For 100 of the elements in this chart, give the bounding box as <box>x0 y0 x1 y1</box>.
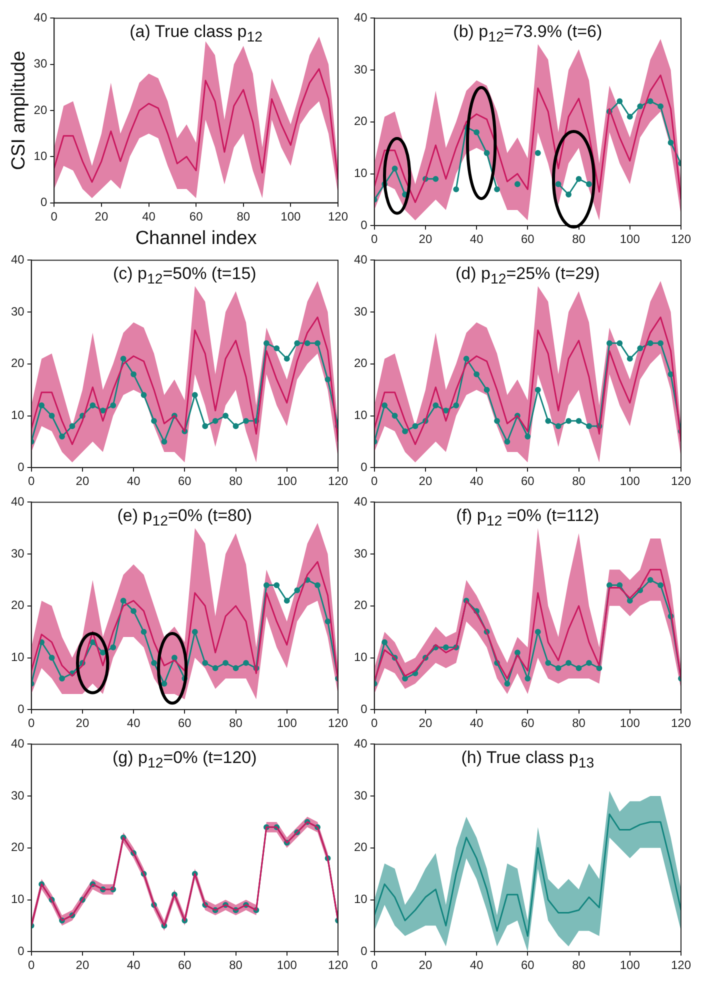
y-tick-label: 20 <box>10 356 25 370</box>
x-tick-label: 60 <box>520 716 535 730</box>
y-tick-label: 0 <box>360 460 368 474</box>
x-tick-label: 20 <box>418 716 432 730</box>
x-tick-label: 60 <box>189 209 204 224</box>
x-tick-label: 120 <box>328 716 348 730</box>
y-tick-label: 30 <box>10 304 25 318</box>
y-tick-label: 30 <box>34 56 48 71</box>
x-axis-title: Channel index <box>135 228 258 249</box>
y-tick-label: 40 <box>10 252 25 267</box>
x-tick-label: 80 <box>572 716 586 730</box>
y-tick-label: 0 <box>40 195 48 210</box>
x-tick-label: 60 <box>178 958 192 972</box>
y-tick-label: 40 <box>10 736 25 751</box>
x-tick-label: 80 <box>236 209 250 224</box>
x-tick-label: 120 <box>328 474 348 488</box>
x-tick-label: 80 <box>572 232 586 246</box>
x-tick-label: 40 <box>126 958 141 972</box>
y-tick-label: 10 <box>10 408 25 422</box>
x-tick-label: 40 <box>126 474 141 488</box>
x-tick-label: 120 <box>670 474 692 488</box>
x-tick-label: 60 <box>178 716 192 730</box>
y-tick-label: 0 <box>18 460 25 474</box>
y-tick-label: 20 <box>354 356 368 370</box>
y-tick-label: 30 <box>354 62 368 76</box>
chart-title: (d) p$_{12}$=25% (t=29) <box>454 264 601 288</box>
y-tick-label: 20 <box>354 840 368 854</box>
y-tick-label: 20 <box>354 598 368 612</box>
x-tick-label: 40 <box>470 474 484 488</box>
y-tick-label: 40 <box>354 736 368 751</box>
x-tick-label: 20 <box>418 232 432 246</box>
x-tick-label: 20 <box>76 716 90 730</box>
chart-title: (h) True class p$_{13}$ <box>460 748 596 772</box>
y-tick-label: 10 <box>34 148 48 163</box>
x-tick-label: 40 <box>126 716 141 730</box>
y-axis-title: CSI amplitude <box>8 50 30 170</box>
x-tick-label: 100 <box>276 958 298 972</box>
y-tick-label: 10 <box>354 166 368 180</box>
chart-title: (g) p$_{12}$=0% (t=120) <box>112 748 258 772</box>
x-tick-label: 0 <box>371 958 378 972</box>
x-tick-label: 120 <box>328 958 348 972</box>
y-tick-label: 10 <box>354 892 368 906</box>
y-tick-label: 30 <box>354 788 368 802</box>
y-tick-label: 20 <box>10 598 25 612</box>
x-tick-label: 80 <box>572 958 586 972</box>
x-tick-label: 100 <box>620 958 640 972</box>
x-tick-label: 100 <box>620 232 640 246</box>
y-tick-label: 30 <box>354 304 368 318</box>
y-tick-label: 0 <box>18 702 25 716</box>
y-tick-label: 10 <box>10 892 25 906</box>
x-tick-label: 0 <box>50 209 58 224</box>
y-tick-label: 30 <box>10 546 25 560</box>
x-tick-label: 120 <box>670 716 692 730</box>
x-tick-label: 100 <box>276 474 298 488</box>
y-tick-label: 40 <box>10 494 25 509</box>
y-tick-label: 40 <box>354 252 368 267</box>
x-tick-label: 40 <box>470 958 484 972</box>
x-tick-label: 40 <box>142 209 156 224</box>
x-tick-label: 80 <box>229 958 243 972</box>
chart-title: (a) True class p$_{12}$ <box>128 22 264 46</box>
y-tick-label: 10 <box>354 408 368 422</box>
y-tick-label: 10 <box>354 650 368 664</box>
x-tick-label: 120 <box>328 209 348 224</box>
x-tick-label: 80 <box>229 474 243 488</box>
x-tick-label: 0 <box>371 474 378 488</box>
y-tick-label: 0 <box>18 944 25 958</box>
y-tick-label: 40 <box>354 10 368 25</box>
x-tick-label: 0 <box>371 232 378 246</box>
x-tick-label: 100 <box>276 716 298 730</box>
x-tick-label: 120 <box>670 232 692 246</box>
x-tick-label: 120 <box>670 958 692 972</box>
y-tick-label: 40 <box>354 494 368 509</box>
x-tick-label: 60 <box>520 958 535 972</box>
chart-title: (e) p$_{12}$=0% (t=80) <box>116 506 254 530</box>
y-tick-label: 0 <box>360 702 368 716</box>
x-tick-label: 80 <box>572 474 586 488</box>
x-tick-label: 60 <box>520 232 535 246</box>
x-tick-label: 40 <box>470 716 484 730</box>
y-tick-label: 30 <box>354 546 368 560</box>
y-tick-label: 0 <box>360 944 368 958</box>
x-tick-label: 20 <box>418 474 432 488</box>
x-tick-label: 0 <box>371 716 378 730</box>
y-tick-label: 30 <box>10 788 25 802</box>
x-tick-label: 20 <box>76 474 90 488</box>
x-tick-label: 40 <box>470 232 484 246</box>
x-tick-label: 20 <box>76 958 90 972</box>
chart-title: (b) p$_{12}$=73.9% (t=6) <box>452 22 604 46</box>
y-tick-label: 20 <box>34 102 48 117</box>
y-tick-label: 10 <box>10 650 25 664</box>
chart-title: (f) p$_{12}$ =0% (t=112) <box>455 506 600 530</box>
y-tick-label: 40 <box>34 10 48 25</box>
x-tick-label: 100 <box>280 209 302 224</box>
x-tick-label: 80 <box>229 716 243 730</box>
x-tick-label: 60 <box>178 474 192 488</box>
x-tick-label: 20 <box>418 958 432 972</box>
x-tick-label: 100 <box>620 474 640 488</box>
y-tick-label: 20 <box>10 840 25 854</box>
x-tick-label: 60 <box>520 474 535 488</box>
chart-title: (c) p$_{12}$=50% (t=15) <box>112 264 258 288</box>
y-tick-label: 20 <box>354 114 368 128</box>
